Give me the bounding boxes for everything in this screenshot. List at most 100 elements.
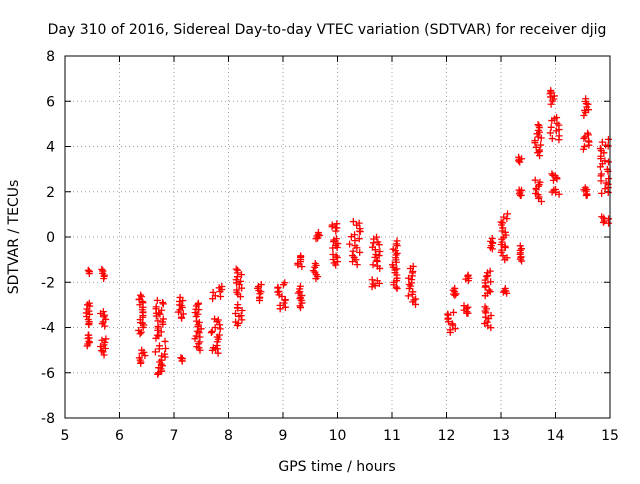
data-point xyxy=(412,295,420,303)
data-point xyxy=(582,95,590,103)
data-point xyxy=(153,296,161,304)
data-point xyxy=(407,282,415,290)
data-point xyxy=(85,299,93,307)
grid xyxy=(65,56,610,418)
data-point xyxy=(534,121,542,129)
data-point xyxy=(531,176,539,184)
data-point xyxy=(178,355,186,363)
y-tick-label: 4 xyxy=(46,140,55,156)
data-point xyxy=(316,232,324,240)
data-point xyxy=(515,153,523,161)
data-point xyxy=(552,185,560,193)
data-point xyxy=(355,219,363,227)
data-point xyxy=(334,240,342,248)
data-point xyxy=(598,189,606,197)
x-tick-label: 9 xyxy=(279,428,288,444)
x-axis-label: GPS time / hours xyxy=(278,459,395,475)
data-point xyxy=(232,265,240,273)
data-point xyxy=(332,224,340,232)
data-point xyxy=(159,318,167,326)
data-point xyxy=(152,312,160,320)
data-point xyxy=(488,234,496,242)
y-tick-label: -4 xyxy=(41,321,55,337)
data-point xyxy=(157,328,165,336)
data-point xyxy=(580,143,588,151)
data-point xyxy=(368,243,376,251)
data-point xyxy=(330,259,338,267)
data-point xyxy=(100,351,108,359)
data-point xyxy=(580,134,588,142)
data-point xyxy=(215,331,223,339)
data-point xyxy=(604,135,612,143)
data-point xyxy=(356,225,364,233)
x-tick-label: 14 xyxy=(547,428,565,444)
data-point xyxy=(151,348,159,356)
data-point xyxy=(191,309,199,317)
data-point xyxy=(581,184,589,192)
data-point xyxy=(309,267,317,275)
y-tick-label: -6 xyxy=(41,366,55,382)
data-points xyxy=(82,87,613,378)
data-point xyxy=(602,141,610,149)
data-point xyxy=(448,320,456,328)
data-point xyxy=(549,171,557,179)
data-point xyxy=(536,178,544,186)
data-point xyxy=(238,316,246,324)
data-point xyxy=(548,170,556,178)
y-tick-label: 8 xyxy=(46,49,55,65)
data-point xyxy=(531,137,539,145)
data-point xyxy=(329,251,337,259)
data-point xyxy=(138,293,146,301)
data-point xyxy=(139,303,147,311)
data-point xyxy=(314,228,322,236)
data-point xyxy=(537,134,545,142)
x-tick-label: 11 xyxy=(383,428,401,444)
data-point xyxy=(393,237,401,245)
chart-title: Day 310 of 2016, Sidereal Day-to-day VTE… xyxy=(48,22,607,38)
data-point xyxy=(281,296,289,304)
data-point xyxy=(464,303,472,311)
data-point xyxy=(294,289,302,297)
data-point xyxy=(501,228,509,236)
data-point xyxy=(547,123,555,131)
data-point xyxy=(537,141,545,149)
y-axis-label: SDTVAR / TECUs xyxy=(6,180,22,295)
data-point xyxy=(159,300,167,308)
data-point xyxy=(159,299,167,307)
data-point xyxy=(550,92,558,100)
y-tick-label: -2 xyxy=(41,275,55,291)
data-point xyxy=(503,215,511,223)
data-point xyxy=(356,248,364,256)
data-point xyxy=(232,276,240,284)
data-point xyxy=(602,179,610,187)
data-point xyxy=(584,129,592,137)
x-tick-label: 15 xyxy=(601,428,619,444)
data-point xyxy=(515,186,523,194)
data-point xyxy=(209,344,217,352)
data-point xyxy=(211,315,219,323)
data-point xyxy=(213,341,221,349)
data-point xyxy=(135,326,143,334)
data-point xyxy=(374,238,382,246)
data-point xyxy=(535,122,543,130)
data-point xyxy=(451,284,459,292)
data-point xyxy=(598,138,606,146)
data-point xyxy=(605,175,613,183)
data-point xyxy=(368,276,376,284)
data-point xyxy=(597,170,605,178)
y-tick-label: 2 xyxy=(46,185,55,201)
data-point xyxy=(276,301,284,309)
data-point xyxy=(369,261,377,269)
data-point xyxy=(547,87,555,95)
data-point xyxy=(101,345,109,353)
data-point xyxy=(297,252,305,260)
data-point xyxy=(446,326,454,334)
data-point xyxy=(483,318,491,326)
data-point xyxy=(159,315,167,323)
data-point xyxy=(218,283,226,291)
data-point xyxy=(548,135,556,143)
data-point xyxy=(233,286,241,294)
data-point xyxy=(373,233,381,241)
data-point xyxy=(534,133,542,141)
